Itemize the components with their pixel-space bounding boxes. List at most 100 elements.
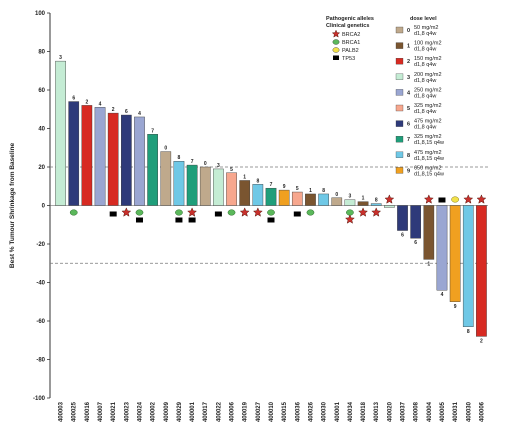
category-label: 400034: [348, 401, 354, 422]
bar: [68, 101, 80, 206]
y-tick-label: 40: [38, 127, 45, 133]
bar: [410, 205, 421, 239]
dose-legend-swatch: [395, 42, 404, 49]
bar: [173, 161, 185, 206]
dose-legend-line1: 475 mg/m2: [414, 150, 442, 156]
y-tick-label: 20: [38, 165, 45, 171]
category-label: 400036: [295, 401, 301, 422]
data-label: 1: [309, 188, 312, 194]
data-label: 1: [427, 261, 430, 267]
bar: [186, 164, 198, 206]
bar: [449, 205, 461, 302]
category-label: 400018: [361, 401, 367, 422]
bar: [344, 199, 356, 206]
y-tick-label: 0: [42, 204, 46, 210]
y-axis-label: Best % Tumour Shrinkage from Baseline: [9, 143, 16, 269]
brca2-marker: [423, 194, 434, 204]
category-labels: 3400003640002524000164400007240002164000…: [59, 55, 486, 422]
category-label: 400005: [440, 401, 446, 422]
dose-legend-swatch: [395, 58, 404, 65]
legend-mutation-label: PALB2: [342, 48, 359, 54]
dose-legend-line2: d1,8 q4w: [414, 125, 436, 131]
legend-mutation-label: BRCA2: [342, 32, 360, 38]
data-label: 6: [72, 96, 75, 102]
dose-legend-level: 7: [407, 137, 410, 143]
dose-legend-line1: 200 mg/m2: [414, 72, 442, 78]
dose-legend-line1: 650 mg/m2: [414, 165, 442, 171]
dose-legend-level: 3: [407, 75, 410, 81]
dose-legend-swatch: [395, 120, 404, 127]
bar: [81, 105, 93, 206]
dose-legend-line1: 50 mg/m2: [414, 25, 438, 31]
category-label: 400017: [203, 401, 209, 422]
legend-mutation-title: Clinical genetics: [326, 23, 369, 29]
bar: [291, 191, 303, 206]
dose-legend-line2: d1,8 q4w: [414, 109, 436, 115]
category-label: 400025: [72, 401, 78, 422]
data-label: 2: [85, 99, 88, 105]
category-label: 400031: [453, 401, 459, 422]
palb2-legend-swatch: [332, 47, 340, 53]
brca2-marker: [463, 194, 474, 204]
dose-legend-line1: 100 mg/m2: [414, 41, 442, 47]
bar: [160, 151, 172, 206]
data-label: 7: [270, 182, 273, 188]
brca2-marker: [358, 207, 369, 217]
data-label: 1: [243, 174, 246, 180]
tp53-marker: [175, 217, 183, 223]
brca2-marker: [187, 207, 198, 217]
bar: [462, 205, 474, 327]
data-label: 3: [59, 55, 62, 61]
dose-legend-level: 4: [407, 90, 411, 96]
dose-legend-line1: 325 mg/m2: [414, 134, 442, 140]
bar: [423, 205, 435, 260]
tp53-legend-swatch: [333, 55, 339, 60]
category-label: 400009: [164, 401, 170, 422]
bar: [239, 180, 251, 206]
dose-legend-level: 6: [407, 122, 410, 128]
brca2-marker: [344, 214, 355, 224]
legend-mutation-label: BRCA1: [342, 40, 360, 46]
category-label: 400037: [401, 401, 407, 422]
bar: [278, 189, 290, 206]
bar: [134, 116, 145, 206]
y-tick-label: 60: [38, 88, 45, 94]
tp53-marker: [135, 217, 143, 223]
dose-legend-line2: d1,8 q4w: [414, 62, 436, 68]
brca1-marker: [175, 209, 183, 216]
bar: [476, 205, 487, 337]
y-tick-label: -20: [36, 242, 45, 248]
bar: [265, 187, 277, 206]
legend-mutation-title: Pathogenic alleles: [326, 16, 374, 22]
bar: [226, 172, 237, 206]
category-label: 400022: [216, 401, 222, 422]
tp53-marker: [438, 197, 446, 203]
data-label: 0: [204, 161, 207, 167]
dose-legend-line2: d1,8,15 q4w: [414, 171, 444, 177]
y-tick-label: 100: [35, 11, 46, 17]
brca1-marker: [227, 209, 236, 216]
category-label: 400024: [137, 401, 143, 422]
tp53-marker: [214, 211, 222, 217]
y-tick-label: -40: [36, 281, 45, 287]
tp53-marker: [188, 217, 196, 223]
dose-legend-level: 5: [407, 106, 410, 112]
data-label: 6: [414, 240, 417, 246]
category-label: 400027: [256, 401, 262, 422]
bar: [252, 184, 264, 206]
legend-dose-title: dose level: [410, 16, 437, 22]
brca1-marker: [69, 209, 78, 216]
category-label: 400001: [190, 401, 196, 422]
dose-legend-line2: d1,8 q4w: [414, 31, 436, 37]
brca1-legend-swatch: [332, 39, 340, 45]
data-label: 0: [164, 146, 167, 152]
category-label: 400030: [322, 401, 328, 422]
brca2-marker: [371, 207, 382, 217]
data-label: 7: [151, 128, 154, 134]
legend-mutation-label: TP53: [342, 56, 355, 62]
bar: [357, 201, 369, 206]
data-label: 8: [256, 178, 259, 184]
dose-legend-swatch: [395, 151, 404, 158]
data-label: 1: [362, 196, 365, 202]
category-label: 400006: [479, 401, 485, 422]
